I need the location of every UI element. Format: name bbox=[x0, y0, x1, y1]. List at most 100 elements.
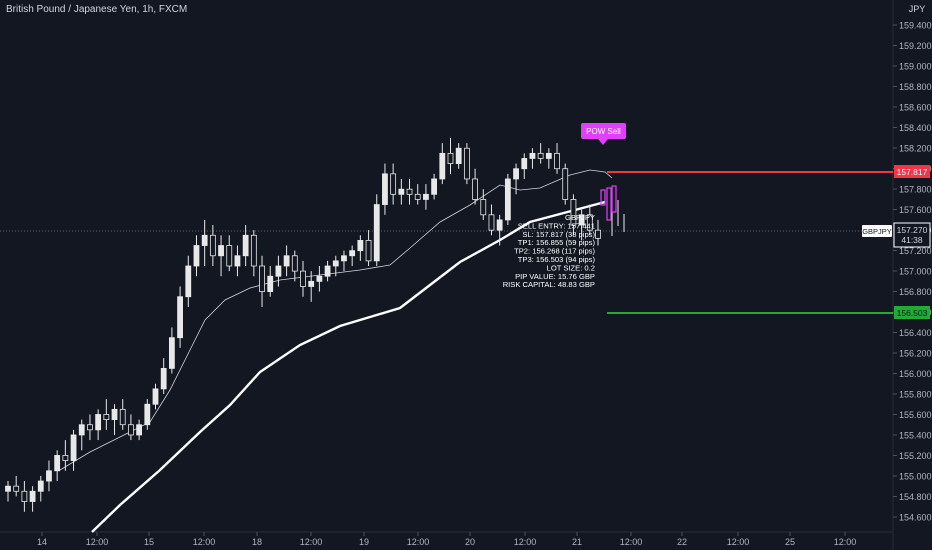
candle bbox=[13, 475, 20, 497]
candle bbox=[513, 163, 519, 195]
fast-moving-average-line bbox=[59, 169, 613, 471]
candle bbox=[128, 414, 134, 441]
svg-text:154.800: 154.800 bbox=[899, 492, 932, 502]
candle bbox=[160, 358, 167, 394]
svg-text:12:00: 12:00 bbox=[514, 537, 537, 547]
svg-text:12:00: 12:00 bbox=[193, 537, 216, 547]
candle bbox=[595, 219, 601, 246]
candle bbox=[455, 143, 462, 169]
candle bbox=[496, 214, 503, 246]
candle bbox=[46, 460, 52, 492]
trade-info-line: TP2: 156.268 (117 pips) bbox=[514, 247, 595, 256]
time-tick: 14 bbox=[37, 532, 47, 547]
candle bbox=[177, 286, 183, 348]
candle bbox=[537, 143, 544, 164]
candle bbox=[234, 245, 241, 277]
candle bbox=[291, 250, 298, 282]
svg-text:18: 18 bbox=[252, 537, 262, 547]
trade-info-line: SELL ENTRY: 157.441 bbox=[518, 221, 595, 230]
candle bbox=[357, 235, 364, 261]
svg-text:22: 22 bbox=[677, 537, 687, 547]
svg-text:159.000: 159.000 bbox=[899, 62, 932, 72]
price-tick: 155.400 bbox=[893, 431, 932, 441]
candle bbox=[103, 399, 110, 430]
trade-info-line: LOT SIZE: 0.2 bbox=[547, 263, 595, 272]
candle bbox=[119, 399, 126, 430]
time-tick: 15 bbox=[144, 532, 154, 547]
candle bbox=[562, 163, 569, 205]
candle bbox=[193, 235, 200, 277]
candle bbox=[504, 173, 511, 226]
price-tick: 156.000 bbox=[893, 369, 932, 379]
price-tick: 157.800 bbox=[893, 185, 932, 195]
sell-marker-box bbox=[611, 185, 617, 213]
candle bbox=[201, 219, 208, 266]
price-tick: 158.400 bbox=[893, 123, 932, 133]
candle bbox=[570, 194, 577, 236]
svg-text:19: 19 bbox=[359, 537, 369, 547]
candle bbox=[349, 245, 356, 266]
price-tick: 159.200 bbox=[893, 41, 932, 51]
svg-text:155.400: 155.400 bbox=[899, 431, 932, 441]
time-tick: 12:00 bbox=[834, 532, 856, 547]
symbol-label-badge: GBPJPY bbox=[862, 225, 892, 237]
svg-text:20: 20 bbox=[465, 537, 475, 547]
price-tick: 154.600 bbox=[893, 513, 932, 523]
pow-sell-signal[interactable]: POW Sell bbox=[581, 123, 626, 145]
svg-text:158.600: 158.600 bbox=[899, 103, 932, 113]
trade-info-line: TP1: 156.855 (59 pips) bbox=[518, 238, 596, 247]
candle bbox=[414, 184, 421, 205]
price-tick: 158.200 bbox=[893, 144, 932, 154]
candle bbox=[144, 399, 151, 430]
svg-text:159.400: 159.400 bbox=[899, 21, 932, 31]
candle bbox=[578, 209, 585, 241]
candle bbox=[472, 168, 478, 205]
candle bbox=[554, 143, 560, 174]
candle bbox=[341, 250, 347, 272]
svg-text:156.000: 156.000 bbox=[899, 369, 932, 379]
candle bbox=[423, 184, 429, 210]
price-tick: 155.000 bbox=[893, 472, 932, 482]
svg-text:155.800: 155.800 bbox=[899, 390, 932, 400]
candle bbox=[365, 230, 372, 266]
svg-text:157.600: 157.600 bbox=[899, 205, 932, 215]
time-tick: 12:00 bbox=[193, 532, 216, 547]
price-tick: 159.000 bbox=[893, 62, 932, 72]
candle bbox=[463, 143, 470, 185]
candle bbox=[259, 255, 265, 307]
price-tick: 156.200 bbox=[893, 349, 932, 359]
price-tick: 155.600 bbox=[893, 410, 932, 420]
svg-text:158.400: 158.400 bbox=[899, 123, 932, 133]
candle bbox=[152, 383, 159, 410]
candle bbox=[529, 148, 536, 169]
price-tick: 156.400 bbox=[893, 328, 932, 338]
svg-text:156.200: 156.200 bbox=[899, 349, 932, 359]
candle bbox=[87, 414, 93, 441]
candle bbox=[242, 225, 249, 266]
svg-text:41:38: 41:38 bbox=[901, 235, 923, 245]
trade-info-line: TP3: 156.503 (94 pips) bbox=[518, 255, 596, 264]
svg-text:156.800: 156.800 bbox=[899, 287, 932, 297]
candle bbox=[439, 143, 446, 185]
price-tick: 159.400 bbox=[893, 21, 932, 31]
candle bbox=[382, 163, 388, 215]
candle bbox=[300, 260, 306, 297]
candle bbox=[62, 440, 69, 471]
time-tick: 12:00 bbox=[86, 532, 108, 547]
candle bbox=[5, 481, 11, 502]
price-tick: 155.800 bbox=[893, 390, 932, 400]
signal-label: POW Sell bbox=[586, 127, 621, 136]
candle bbox=[316, 266, 323, 292]
candle bbox=[267, 266, 274, 297]
candle bbox=[324, 260, 331, 282]
time-tick: 18 bbox=[252, 532, 262, 547]
svg-text:12:00: 12:00 bbox=[620, 537, 643, 547]
candle bbox=[226, 235, 233, 272]
candle bbox=[78, 419, 85, 451]
svg-text:12:00: 12:00 bbox=[300, 537, 323, 547]
candle bbox=[111, 404, 118, 435]
slow-moving-average-line bbox=[91, 200, 606, 533]
